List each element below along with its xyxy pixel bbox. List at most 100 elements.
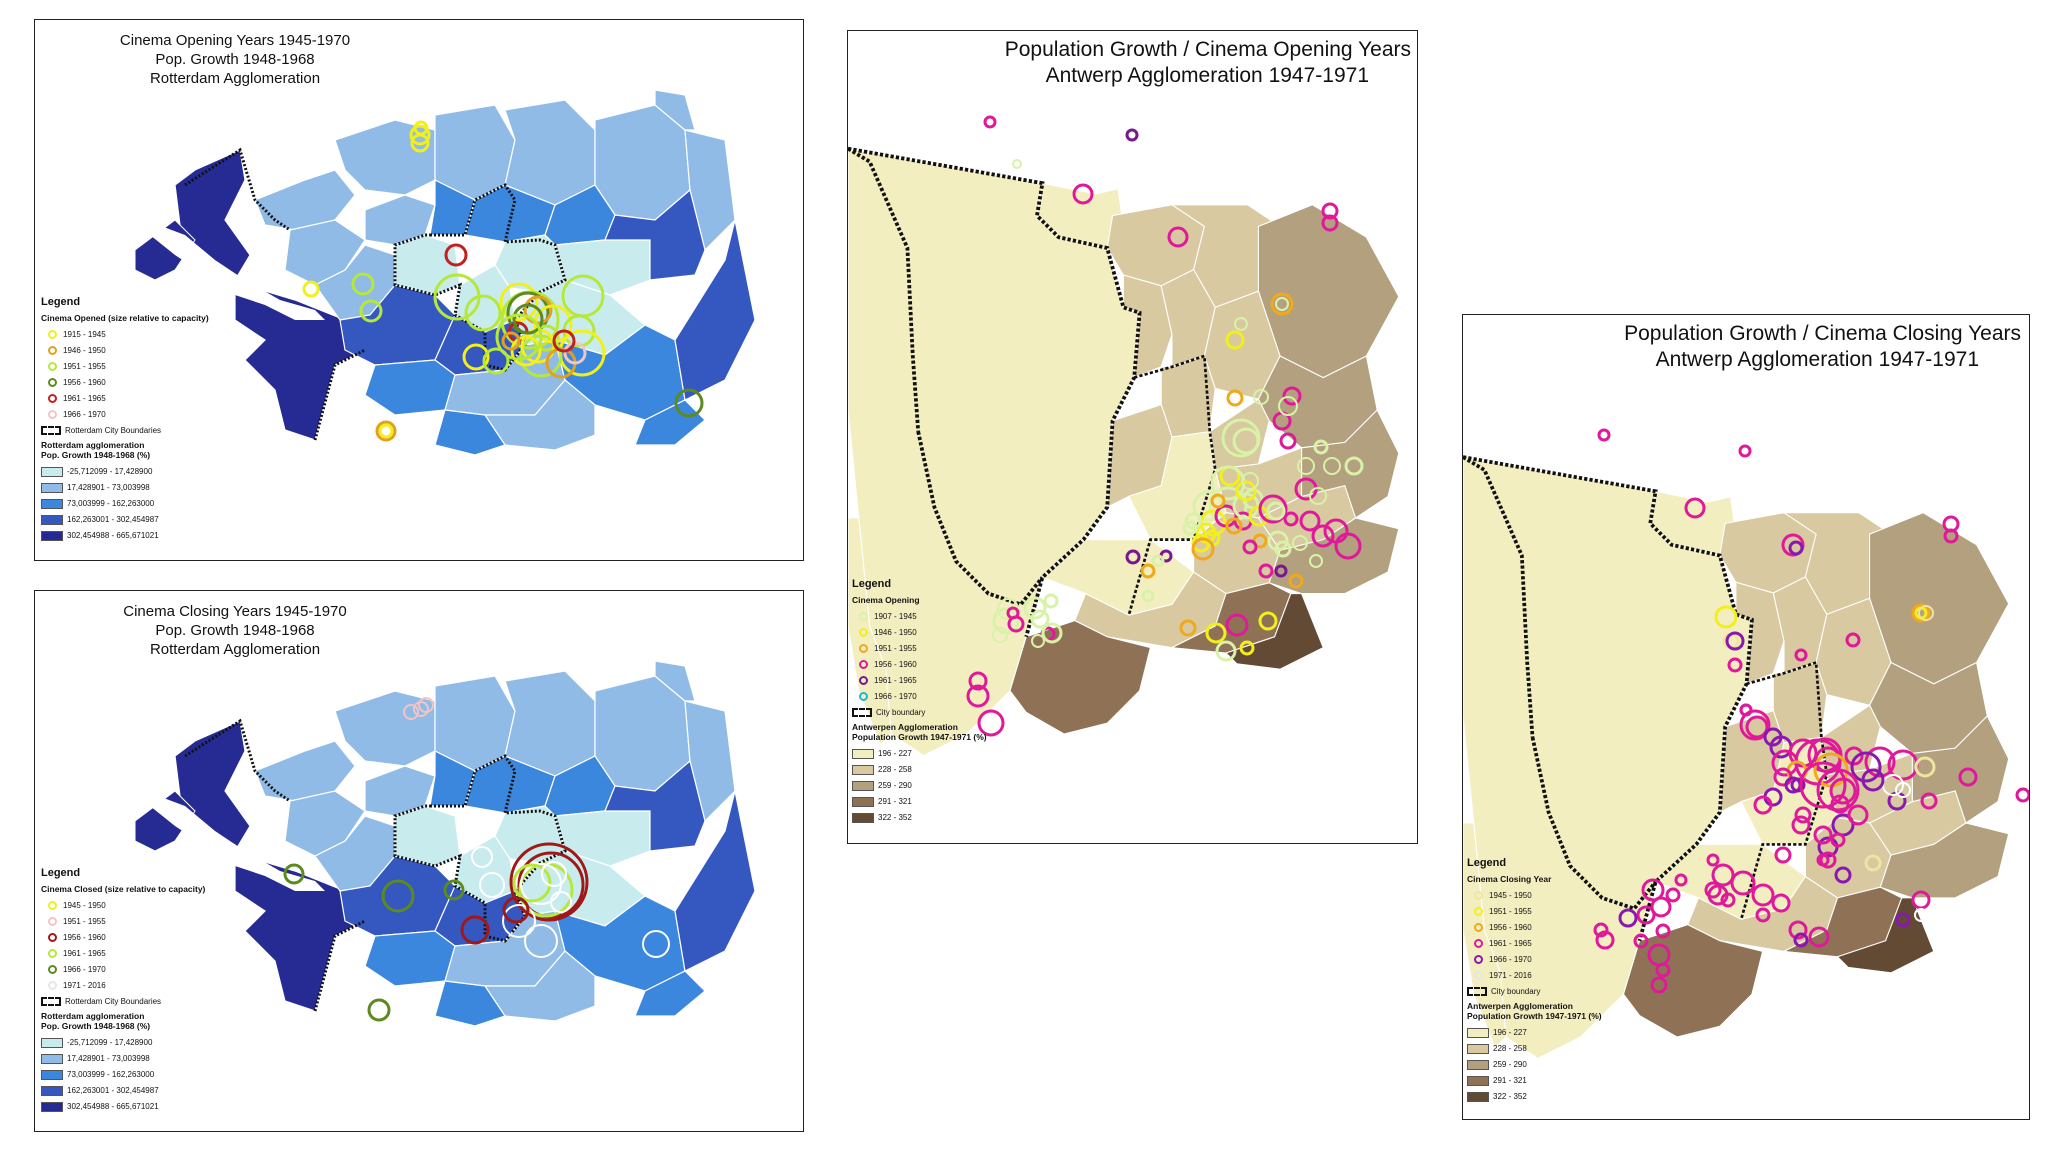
cinema-location-marker xyxy=(1266,501,1286,521)
ring-symbol-icon xyxy=(858,644,868,653)
cinema-location-marker xyxy=(1665,887,1681,903)
ring-symbol-icon xyxy=(47,330,57,339)
city-boundary-line xyxy=(184,718,291,803)
region-legend-item: 228 - 258 xyxy=(1467,1041,1602,1057)
cinema-location-marker xyxy=(1270,292,1294,316)
cinema-location-marker xyxy=(1258,494,1288,524)
cinema-location-marker xyxy=(977,709,1005,737)
cinema-location-marker xyxy=(1282,386,1302,406)
district-area xyxy=(504,670,596,777)
boundary-label: Rotterdam City Boundaries xyxy=(65,996,162,1006)
color-swatch xyxy=(852,748,874,759)
cinema-location-marker xyxy=(1323,457,1341,475)
region-class-label: 228 - 258 xyxy=(1493,1043,1527,1053)
cinema-location-marker xyxy=(1225,517,1243,535)
boundary-legend-item: Rotterdam City Boundaries xyxy=(41,423,209,439)
antwerp-opening-map xyxy=(848,115,1400,757)
cinema-location-marker xyxy=(1597,428,1611,442)
title-line-2: Antwerp Agglomeration 1947-1971 xyxy=(1045,63,1369,87)
cinema-location-marker xyxy=(1895,912,1911,928)
cinema-legend-item: 1907 - 1945 xyxy=(852,609,987,625)
region-legend-item: 73,003999 - 162,263000 xyxy=(41,1067,205,1083)
cinema-location-marker xyxy=(1232,427,1260,455)
cinema-location-marker xyxy=(1704,881,1722,899)
legend-heading: Legend xyxy=(852,578,892,590)
cinema-location-marker xyxy=(1313,439,1329,455)
district-area xyxy=(434,980,506,1027)
antwerp-opening-map-panel: Population Growth / Cinema Opening Years… xyxy=(847,30,1418,844)
color-swatch xyxy=(41,1085,63,1096)
rotterdam-opening-map-panel: Cinema Opening Years 1945-1970 Pop. Grow… xyxy=(34,19,804,561)
ring-symbol-icon xyxy=(858,660,868,669)
cinema-location-marker xyxy=(1706,853,1720,867)
cinema-location-marker xyxy=(1141,589,1155,603)
region-class-label: 73,003999 - 162,263000 xyxy=(67,1069,155,1079)
title-line-1: Population Growth / Cinema Closing Years xyxy=(1624,322,2021,345)
color-swatch xyxy=(41,498,63,509)
cinema-location-marker xyxy=(1727,657,1743,673)
cinema-location-marker xyxy=(1641,878,1665,902)
cinema-location-marker xyxy=(1914,908,1928,922)
cinema-location-marker xyxy=(1205,622,1227,644)
cinema-location-marker xyxy=(1225,330,1245,350)
cinema-location-marker xyxy=(512,303,544,335)
district-area xyxy=(604,759,706,852)
region-class-label: 162,263001 - 302,454987 xyxy=(67,514,159,524)
cinema-location-marker xyxy=(1914,756,1936,778)
cinema-legend-item: 1945 - 1950 xyxy=(41,898,205,914)
cinema-location-marker xyxy=(409,124,431,146)
cinema-location-marker xyxy=(509,842,589,922)
ring-symbol-icon xyxy=(1473,907,1483,916)
region-legend-item: 17,428901 - 73,003998 xyxy=(41,480,209,496)
title-line-2: Antwerp Agglomeration 1947-1971 xyxy=(1655,347,1979,371)
district-area xyxy=(234,281,366,441)
cinema-location-marker xyxy=(1031,634,1045,648)
cinema-class-label: 1946 - 1950 xyxy=(63,345,106,355)
cinema-class-label: 1961 - 1965 xyxy=(1489,938,1532,948)
region-legend-item: 196 - 227 xyxy=(852,746,987,762)
title-line-1: Cinema Opening Years 1945-1970 xyxy=(119,32,351,49)
region-legend-item: 259 - 290 xyxy=(1467,1057,1602,1073)
title-line-2: Pop. Growth 1948-1968 xyxy=(155,621,315,639)
cinema-location-marker xyxy=(413,120,429,136)
cinema-legend-item: 1956 - 1960 xyxy=(1467,920,1602,936)
color-swatch xyxy=(41,1053,63,1064)
region-class-label: 259 - 290 xyxy=(1493,1059,1527,1069)
cinema-location-marker xyxy=(510,335,542,367)
region-legend-item: -25,712099 - 17,428900 xyxy=(41,464,209,480)
cinema-location-marker xyxy=(464,294,502,332)
boundary-symbol-icon xyxy=(1467,987,1487,996)
cinema-location-marker xyxy=(1830,832,1846,848)
district-area xyxy=(674,219,756,401)
region-legend-item: 322 - 352 xyxy=(852,810,987,826)
cinema-location-marker xyxy=(1771,893,1791,913)
legend-heading: Legend xyxy=(41,296,81,308)
municipality-area xyxy=(1879,822,2010,899)
ring-symbol-icon xyxy=(47,394,57,403)
cinema-location-marker xyxy=(501,331,521,351)
map-title: Cinema Closing Years 1945-1970 Pop. Grow… xyxy=(85,603,385,659)
region-class-label: 73,003999 - 162,263000 xyxy=(67,498,155,508)
cinema-class-label: 1966 - 1970 xyxy=(1489,954,1532,964)
cinema-location-marker xyxy=(1239,640,1255,656)
region-class-label: 196 - 227 xyxy=(878,748,912,758)
city-boundary-line xyxy=(313,919,366,1012)
cinema-class-label: 1915 - 1945 xyxy=(63,329,106,339)
cinema-legend-item: 1971 - 2016 xyxy=(41,978,205,994)
ring-symbol-icon xyxy=(47,410,57,419)
city-boundary-line xyxy=(1127,354,1217,616)
district-area xyxy=(634,399,706,446)
region-legend-item: 162,263001 - 302,454987 xyxy=(41,1083,205,1099)
district-area xyxy=(483,379,596,451)
cinema-location-marker xyxy=(1309,487,1327,505)
city-boundary-line xyxy=(393,754,567,943)
cinema-location-marker xyxy=(1258,611,1278,631)
ring-symbol-icon xyxy=(858,628,868,637)
cinema-location-marker xyxy=(1274,564,1288,578)
city-boundary-line xyxy=(848,146,1142,638)
cinema-location-marker xyxy=(1151,554,1165,568)
cinema-location-marker xyxy=(1684,497,1706,519)
cinema-location-marker xyxy=(1253,389,1269,405)
cinema-location-marker xyxy=(1167,226,1189,248)
boundary-symbol-icon xyxy=(41,426,61,435)
